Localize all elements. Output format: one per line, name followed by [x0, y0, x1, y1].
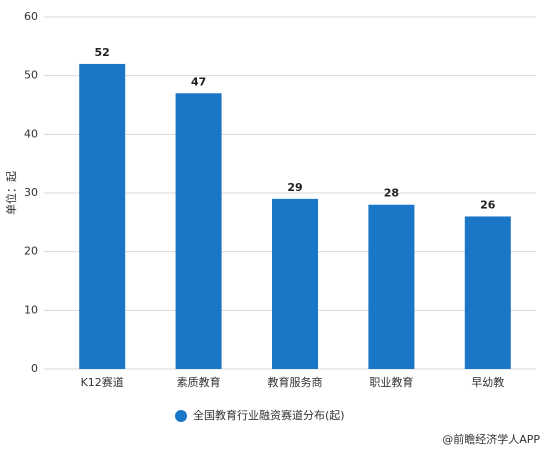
- bar: [368, 204, 415, 369]
- x-tick-label: K12赛道: [81, 375, 124, 389]
- y-tick-label: 10: [24, 303, 38, 316]
- y-tick-label: 60: [24, 10, 38, 23]
- y-tick-label: 0: [31, 362, 38, 375]
- source: @前瞻经济学人APP: [442, 432, 540, 446]
- bar: [464, 216, 511, 369]
- legend-marker: [175, 410, 187, 422]
- y-tick-label: 30: [24, 186, 38, 199]
- y-tick-label: 20: [24, 245, 38, 258]
- bar: [175, 93, 222, 370]
- x-tick-label: 职业教育: [369, 375, 413, 389]
- x-tick-label: 早幼教: [471, 376, 504, 389]
- data-label: 29: [287, 181, 302, 194]
- x-tick-label: 素质教育: [177, 375, 221, 389]
- y-tick-label: 50: [24, 69, 38, 82]
- y-axis-label: 单位：起: [4, 171, 18, 215]
- y-tick-label: 40: [24, 127, 38, 140]
- data-label: 28: [384, 187, 399, 200]
- legend-label: 全国教育行业融资赛道分布(起): [193, 408, 345, 422]
- bar: [272, 198, 318, 369]
- data-label: 26: [480, 198, 496, 211]
- x-tick-label: 教育服务商: [268, 375, 323, 389]
- data-label: 47: [191, 75, 206, 88]
- data-label: 52: [95, 46, 110, 59]
- bar: [79, 63, 126, 369]
